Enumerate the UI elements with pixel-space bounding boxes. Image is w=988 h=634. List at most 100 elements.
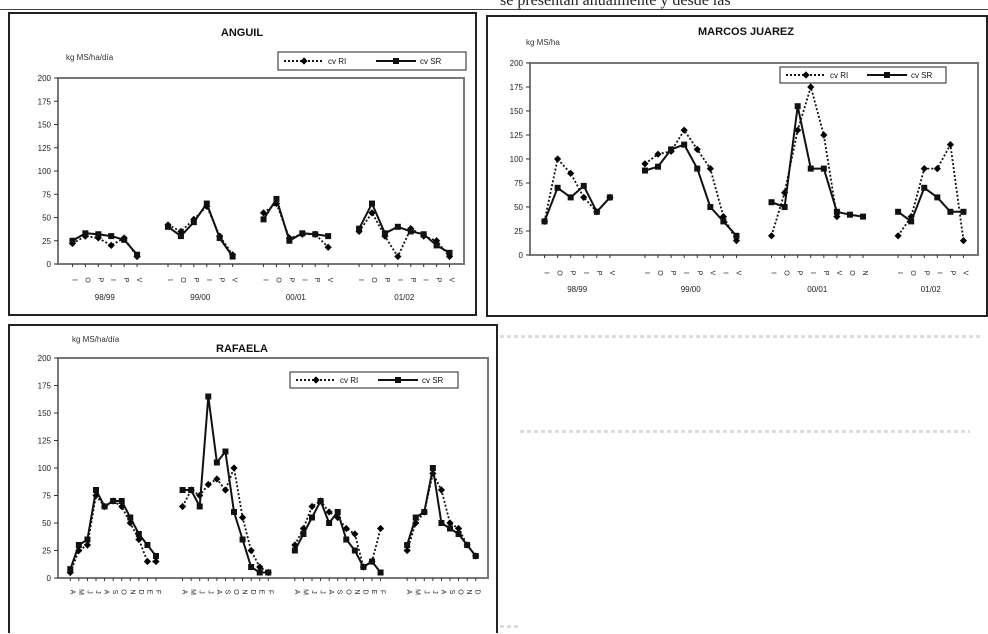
data-point-cv-sr <box>95 231 102 238</box>
data-point-cv-ri <box>959 237 968 245</box>
data-point-cv-sr <box>144 542 151 548</box>
y-axis-label: kg MS/ha/día <box>66 53 114 62</box>
x-tick-label: J <box>198 590 205 594</box>
data-point-cv-sr <box>135 531 142 537</box>
x-tick-label: I <box>809 272 816 274</box>
data-point-cv-sr <box>291 547 298 554</box>
x-tick-label: J <box>310 590 317 594</box>
x-tick-label: I <box>70 279 77 281</box>
legend-marker-cv-sr <box>393 58 399 64</box>
y-tick-label: 150 <box>38 121 52 130</box>
x-tick-label: S <box>448 590 455 595</box>
x-tick-label: P <box>409 278 416 283</box>
x-tick-label: J <box>206 590 213 594</box>
y-axis-label: kg MS/ha <box>526 38 560 47</box>
x-tick-label: A <box>327 590 334 595</box>
data-point-cv-sr <box>820 165 827 172</box>
legend-frame <box>779 66 947 84</box>
x-tick-label: I <box>682 272 689 274</box>
chart-title: RAFAELA <box>216 343 268 355</box>
season-label: 00/01 <box>807 285 828 294</box>
y-tick-label: 75 <box>42 190 51 199</box>
data-point-cv-sr <box>733 232 740 239</box>
x-tick-label: V <box>835 271 842 276</box>
y-tick-label: 100 <box>38 167 52 176</box>
data-point-cv-sr <box>921 184 928 191</box>
scan-artifact-line <box>500 625 520 628</box>
series-line-cv-sr <box>543 184 611 222</box>
data-point-cv-sr <box>807 165 814 172</box>
x-tick-label: N <box>861 270 868 275</box>
season-label: 99/00 <box>190 293 211 302</box>
data-point-cv-sr <box>334 509 341 515</box>
y-tick-label: 25 <box>42 547 51 556</box>
legend-label-cv-sr: cv SR <box>911 71 933 80</box>
series-line-cv-sr <box>182 395 269 574</box>
rafaela-chart-panel: RAFAELA kg MS/ha/día 0 25 50 75 100 125 150 175 20… <box>8 324 498 633</box>
data-point-cv-ri <box>781 189 789 197</box>
x-tick-label: A <box>439 590 446 595</box>
data-point-cv-sr <box>343 536 350 543</box>
data-point-cv-sr <box>446 249 453 256</box>
data-point-cv-sr <box>101 503 108 510</box>
data-point-cv-sr <box>694 165 701 172</box>
y-tick-label: 25 <box>514 227 523 236</box>
chart-title: ANGUIL <box>221 27 263 39</box>
data-point-cv-sr <box>833 208 840 215</box>
data-point-cv-sr <box>248 564 255 570</box>
x-tick-label: P <box>192 278 199 283</box>
x-tick-label: V <box>708 271 715 276</box>
season-label: 01/02 <box>921 285 942 294</box>
x-tick-label: J <box>85 590 92 594</box>
data-point-cv-sr <box>222 448 229 455</box>
x-tick-label: P <box>796 271 803 276</box>
x-tick-label: I <box>770 272 777 274</box>
x-tick-label: P <box>435 278 442 283</box>
x-tick-label: A <box>181 590 188 595</box>
x-tick-label: J <box>431 590 438 594</box>
data-point-cv-ri <box>178 502 187 511</box>
x-tick-label: O <box>232 589 239 595</box>
data-point-cv-sr <box>447 525 453 532</box>
data-point-cv-sr <box>681 141 688 148</box>
x-tick-label: P <box>948 271 955 276</box>
data-point-cv-sr <box>377 569 384 576</box>
data-point-cv-sr <box>326 520 333 526</box>
data-point-cv-sr <box>239 536 246 543</box>
x-tick-label: M <box>77 589 84 595</box>
x-tick-label: F <box>379 590 386 594</box>
data-point-cv-sr <box>205 393 212 400</box>
x-tick-label: V <box>326 278 333 283</box>
y-tick-label: 50 <box>42 519 51 528</box>
top-rule <box>0 9 988 10</box>
x-tick-label: I <box>422 279 429 281</box>
data-point-cv-sr <box>82 230 89 237</box>
data-point-cv-sr <box>947 208 954 215</box>
y-tick-label: 50 <box>42 214 51 223</box>
data-point-cv-sr <box>356 225 363 232</box>
season-label: 00/01 <box>286 293 307 302</box>
legend-frame <box>289 371 459 389</box>
x-tick-label: M <box>414 589 421 595</box>
legend-marker-cv-sr <box>395 377 401 383</box>
y-tick-label: 125 <box>38 144 52 153</box>
data-point-cv-ri <box>325 508 333 516</box>
y-tick-label: 100 <box>510 155 524 164</box>
data-point-cv-sr <box>433 242 440 249</box>
x-tick-label: V <box>448 278 455 283</box>
data-point-cv-sr <box>216 234 223 241</box>
data-point-cv-ri <box>454 524 463 533</box>
data-point-cv-sr <box>351 547 358 554</box>
data-point-cv-sr <box>438 520 445 526</box>
data-point-cv-ri <box>833 213 841 221</box>
x-tick-label: E <box>370 590 377 595</box>
data-point-cv-ri <box>580 193 588 201</box>
data-point-cv-sr <box>668 146 675 153</box>
data-point-cv-sr <box>960 208 967 215</box>
data-point-cv-ri <box>394 252 402 261</box>
data-point-cv-sr <box>606 194 613 201</box>
x-tick-label: V <box>961 271 968 276</box>
data-point-cv-sr <box>360 564 367 570</box>
data-point-cv-sr <box>108 233 115 240</box>
